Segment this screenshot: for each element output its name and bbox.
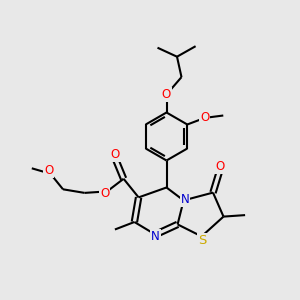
- Text: O: O: [111, 148, 120, 161]
- Text: O: O: [215, 160, 224, 173]
- Text: O: O: [100, 187, 109, 200]
- Text: N: N: [181, 193, 190, 206]
- Text: S: S: [198, 234, 206, 247]
- Text: O: O: [162, 88, 171, 101]
- Text: O: O: [44, 164, 53, 177]
- Text: O: O: [200, 111, 209, 124]
- Text: N: N: [151, 230, 160, 243]
